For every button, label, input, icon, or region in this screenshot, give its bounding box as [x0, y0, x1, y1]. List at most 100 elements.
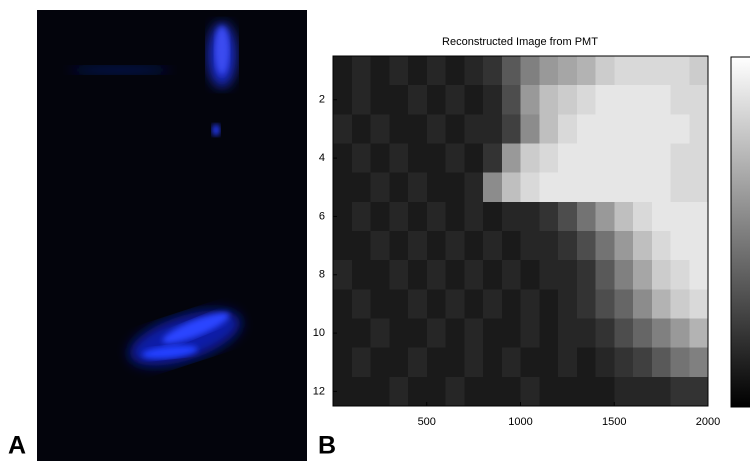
x-tick-label: 500 — [418, 416, 436, 428]
heatmap-cell — [614, 318, 634, 348]
heatmap-cell — [445, 260, 465, 290]
heatmap-cell — [370, 143, 390, 173]
heatmap-cell — [483, 231, 503, 261]
heatmap-cell — [651, 56, 671, 86]
heatmap-cell — [333, 172, 353, 203]
heatmap-cell — [558, 376, 578, 407]
heatmap-cell — [689, 201, 709, 232]
heatmap-cell — [689, 143, 709, 173]
heatmap-cell — [426, 376, 446, 407]
heatmap-cell — [351, 318, 371, 348]
heatmap-cell — [464, 347, 484, 378]
heatmap-cell — [426, 114, 446, 144]
heatmap-cell — [445, 347, 465, 378]
heatmap-cell — [576, 231, 596, 261]
heatmap-cell — [633, 201, 653, 232]
x-tick-label: 1500 — [602, 416, 626, 428]
heatmap-cell — [408, 56, 428, 86]
heatmap-cell — [520, 143, 540, 173]
heatmap-cell — [633, 347, 653, 378]
heatmap-cell — [595, 231, 615, 261]
y-tick-label: 12 — [313, 385, 325, 397]
heatmap-cell — [445, 201, 465, 232]
heatmap-cell — [501, 143, 521, 173]
heatmap-cell — [633, 289, 653, 319]
heatmap-cell — [426, 318, 446, 348]
heatmap-cell — [670, 201, 690, 232]
heatmap-cell — [689, 347, 709, 378]
heatmap-cell — [558, 201, 578, 232]
heatmap-cell — [670, 143, 690, 173]
heatmap-cell — [689, 56, 709, 86]
heatmap-cell — [426, 231, 446, 261]
heatmap-cell — [408, 143, 428, 173]
heatmap-cell — [501, 56, 521, 86]
heatmap-cell — [576, 347, 596, 378]
heatmap-cell — [539, 260, 559, 290]
heatmap-cell — [464, 376, 484, 407]
heatmap-cell — [651, 231, 671, 261]
heatmap-cell — [614, 172, 634, 203]
heatmap-cell — [520, 347, 540, 378]
heatmap-cell — [576, 143, 596, 173]
heatmap-cell — [351, 201, 371, 232]
heatmap-cell — [633, 231, 653, 261]
heatmap-cell — [351, 143, 371, 173]
heatmap-cell — [501, 260, 521, 290]
heatmap-cell — [501, 201, 521, 232]
heatmap-cell — [464, 143, 484, 173]
heatmap-cell — [520, 85, 540, 115]
heatmap-cell — [483, 172, 503, 203]
heatmap-cell — [483, 289, 503, 319]
heatmap-cell — [558, 318, 578, 348]
heatmap-cell — [651, 347, 671, 378]
heatmap-cell — [651, 376, 671, 407]
heatmap-cell — [520, 114, 540, 144]
heatmap-cell — [614, 289, 634, 319]
heatmap-cell — [333, 114, 353, 144]
heatmap-cell — [445, 143, 465, 173]
heatmap-cell — [595, 318, 615, 348]
heatmap-cell — [389, 376, 409, 407]
heatmap-cell — [576, 260, 596, 290]
y-tick-label: 10 — [313, 327, 325, 339]
heatmap-cell — [520, 56, 540, 86]
heatmap-cell — [539, 56, 559, 86]
heatmap-cell — [389, 114, 409, 144]
heatmap-cell — [689, 172, 709, 203]
colorbar — [730, 56, 750, 408]
heatmap-cell — [370, 376, 390, 407]
panel-label: A — [8, 432, 26, 460]
heatmap-cell — [651, 85, 671, 115]
heatmap-cell — [426, 143, 446, 173]
heatmap-cell — [595, 289, 615, 319]
heatmap-cell — [333, 143, 353, 173]
heatmap-cell — [520, 172, 540, 203]
heatmap-cell — [426, 201, 446, 232]
heatmap-cell — [595, 56, 615, 86]
heatmap-cell — [670, 56, 690, 86]
heatmap-cell — [389, 201, 409, 232]
heatmap-cell — [464, 318, 484, 348]
photo — [37, 10, 307, 461]
heatmap-cell — [689, 85, 709, 115]
heatmap-cell — [351, 347, 371, 378]
heatmap-cell — [445, 172, 465, 203]
heatmap-cell — [483, 56, 503, 86]
heatmap-cell — [501, 318, 521, 348]
heatmap-cell — [464, 56, 484, 86]
heatmap-cell — [426, 260, 446, 290]
heatmap-cell — [614, 114, 634, 144]
heatmap-cell — [689, 318, 709, 348]
heatmap-cell — [614, 85, 634, 115]
heatmap-cell — [595, 143, 615, 173]
heatmap-cell — [651, 172, 671, 203]
heatmap-cell — [370, 260, 390, 290]
heatmap-cell — [483, 85, 503, 115]
heatmap-cell — [689, 231, 709, 261]
heatmap-cell — [651, 318, 671, 348]
heatmap-cell — [351, 260, 371, 290]
heatmap-cell — [445, 376, 465, 407]
heatmap-cell — [520, 289, 540, 319]
